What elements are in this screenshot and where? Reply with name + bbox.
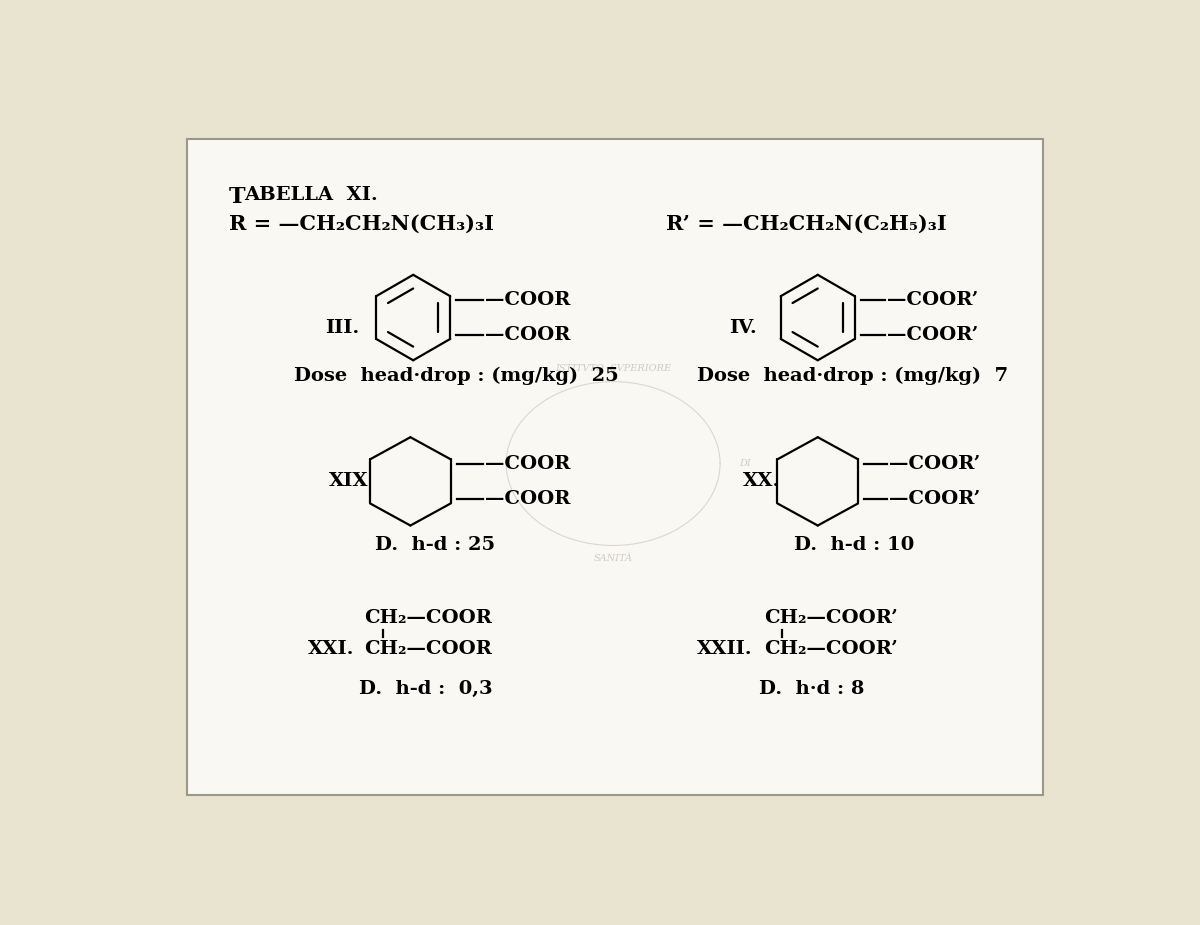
Text: Dose  head·drop : (mg/kg)  7: Dose head·drop : (mg/kg) 7: [697, 367, 1008, 385]
Text: Dose  head·drop : (mg/kg)  25: Dose head·drop : (mg/kg) 25: [294, 367, 619, 385]
Text: CH₂—COOR: CH₂—COOR: [364, 640, 492, 658]
Text: DI: DI: [739, 459, 750, 468]
Text: T: T: [229, 186, 246, 208]
Text: D.  h-d :  0,3: D. h-d : 0,3: [359, 680, 493, 697]
Text: XX.: XX.: [743, 473, 781, 490]
Text: ISTITVTO  SVPERIORE: ISTITVTO SVPERIORE: [556, 364, 671, 374]
Text: —COOR: —COOR: [485, 290, 570, 309]
Text: D.  h·d : 8: D. h·d : 8: [760, 680, 864, 697]
FancyBboxPatch shape: [187, 140, 1043, 795]
Text: SANITÀ: SANITÀ: [594, 554, 632, 562]
Text: —COOR’: —COOR’: [887, 290, 978, 309]
Text: —COOR’: —COOR’: [889, 490, 980, 508]
Text: ABELLA  XI.: ABELLA XI.: [244, 186, 378, 204]
Text: —COOR’: —COOR’: [889, 454, 980, 473]
Text: —COOR: —COOR: [485, 454, 570, 473]
Text: —COOR: —COOR: [485, 327, 570, 344]
Text: IV.: IV.: [730, 319, 757, 338]
Text: R = —CH₂CH₂N(CH₃)₃I: R = —CH₂CH₂N(CH₃)₃I: [229, 215, 494, 234]
Text: CH₂—COOR’: CH₂—COOR’: [764, 640, 898, 658]
Text: D.  h‐d : 10: D. h‐d : 10: [794, 536, 914, 554]
Text: —COOR’: —COOR’: [887, 327, 978, 344]
Text: III.: III.: [325, 319, 359, 338]
Text: XIX: XIX: [329, 473, 368, 490]
Text: CH₂—COOR’: CH₂—COOR’: [764, 610, 898, 627]
Text: XXI.: XXI.: [308, 640, 355, 658]
Text: D.  h‐d : 25: D. h‐d : 25: [376, 536, 496, 554]
Text: CH₂—COOR: CH₂—COOR: [364, 610, 492, 627]
Text: XXII.: XXII.: [697, 640, 752, 658]
Text: —COOR: —COOR: [485, 490, 570, 508]
Text: R’ = —CH₂CH₂N(C₂H₅)₃I: R’ = —CH₂CH₂N(C₂H₅)₃I: [666, 215, 947, 234]
